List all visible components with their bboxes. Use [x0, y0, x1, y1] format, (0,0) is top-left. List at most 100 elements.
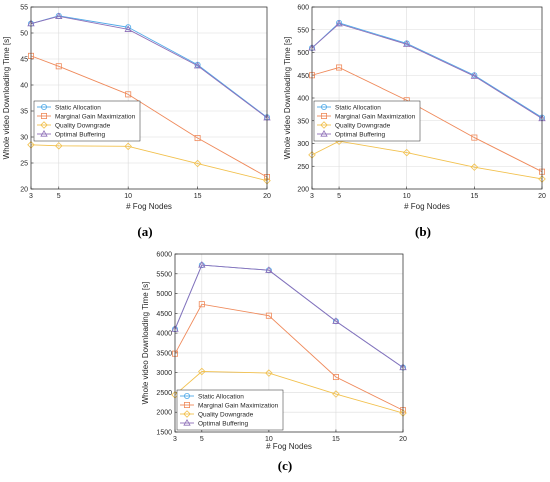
legend-marker	[320, 129, 328, 137]
y-tick-label: 50	[20, 31, 28, 38]
x-tick-label: 20	[263, 193, 271, 200]
data-point	[471, 134, 478, 141]
y-tick-label: 400	[297, 96, 309, 103]
x-tick-label: 3	[29, 193, 33, 200]
series-line-3	[311, 140, 543, 180]
legend-marker	[41, 113, 48, 120]
data-point	[198, 261, 206, 268]
legend-marker	[183, 392, 190, 399]
y-tick-label: 5500	[156, 271, 172, 278]
y-tick-label: 200	[297, 187, 309, 194]
panel-label: (c)	[278, 458, 292, 473]
x-tick-label: 15	[194, 193, 202, 200]
plot-frame	[311, 6, 543, 190]
legend-marker	[183, 401, 190, 408]
legend-entry: Marginal Gain Maximization	[335, 113, 416, 120]
plot-area	[31, 7, 267, 189]
legend-marker	[40, 129, 48, 137]
data-point	[124, 142, 132, 151]
y-tick-label: 2500	[156, 390, 172, 397]
x-axis-label: # Fog Nodes	[266, 442, 312, 451]
y-tick-label: 450	[297, 73, 309, 80]
legend-entry: Marginal Gain Maximization	[55, 113, 136, 120]
legend-marker	[183, 418, 191, 426]
x-tick-label: 20	[399, 436, 407, 443]
data-point	[193, 159, 202, 168]
data-point	[198, 367, 206, 376]
y-tick-label: 2000	[156, 410, 172, 417]
series-line-4	[174, 264, 404, 368]
y-tick-label: 55	[20, 5, 28, 12]
y-axis-label: Whole video Downloading Time [s]	[2, 37, 11, 160]
y-tick-label: 35	[20, 109, 28, 116]
series-line-4	[311, 23, 543, 119]
data-point	[265, 266, 273, 273]
y-tick-label: 4500	[156, 311, 172, 318]
data-point	[332, 374, 339, 381]
data-point	[265, 312, 272, 319]
y-tick-label: 5000	[156, 291, 172, 298]
data-point	[198, 301, 205, 308]
x-tick-label: 15	[470, 193, 478, 200]
x-tick-label: 10	[124, 193, 132, 200]
legend-entry: Optimal Buffering	[198, 420, 248, 427]
panel-label: (a)	[137, 224, 152, 239]
y-axis-label: Whole video Downloading Time [s]	[141, 282, 150, 405]
data-point	[54, 142, 63, 150]
legend-entry: Quality Downgrade	[55, 122, 111, 129]
series-line-1	[311, 22, 543, 118]
legend-entry: Optimal Buffering	[55, 131, 105, 138]
y-tick-label: 20	[20, 187, 28, 194]
x-tick-label: 5	[337, 193, 341, 200]
series-line-2	[311, 67, 543, 173]
data-point	[125, 91, 132, 98]
data-point	[470, 72, 479, 79]
data-point	[332, 317, 340, 324]
data-point	[55, 12, 63, 19]
series-line-4	[30, 15, 268, 119]
legend-marker	[320, 113, 327, 120]
legend-marker	[40, 121, 48, 129]
y-tick-label: 1500	[156, 430, 172, 437]
data-point	[402, 148, 411, 157]
series-line-3	[174, 371, 404, 414]
y-tick-label: 500	[297, 50, 309, 57]
panel-label: (b)	[415, 224, 431, 239]
legend-entry: Static Allocation	[335, 104, 381, 111]
series-line-3	[30, 144, 268, 182]
legend-box	[33, 100, 141, 142]
x-tick-label: 3	[310, 193, 314, 200]
legend-marker	[320, 121, 328, 129]
legend-marker	[41, 104, 48, 111]
data-point	[336, 64, 343, 71]
data-point	[194, 135, 201, 142]
legend-entry: Quality Downgrade	[198, 411, 254, 418]
x-axis-label: # Fog Nodes	[404, 202, 450, 211]
y-tick-label: 25	[20, 161, 28, 168]
data-point	[125, 24, 132, 31]
plot-frame	[30, 6, 268, 190]
data-point	[335, 19, 343, 27]
y-tick-label: 3000	[156, 370, 172, 377]
y-tick-label: 550	[297, 27, 309, 34]
data-point	[403, 40, 411, 47]
y-tick-label: 600	[297, 5, 309, 12]
plot-frame	[174, 253, 404, 433]
data-point	[124, 25, 132, 32]
legend: Static Allocation Marginal Gain Maximizat…	[33, 100, 141, 142]
series-line-2	[30, 55, 268, 178]
y-tick-label: 350	[297, 118, 309, 125]
y-axis-label: Whole video Downloading Time [s]	[283, 37, 292, 160]
legend-entry: Marginal Gain Maximization	[198, 402, 279, 409]
legend: Static Allocation Marginal Gain Maximizat…	[176, 389, 284, 431]
legend: Static Allocation Marginal Gain Maximizat…	[313, 100, 421, 142]
x-tick-label: 10	[403, 193, 411, 200]
legend-marker	[183, 410, 191, 418]
legend-box	[313, 100, 421, 142]
data-point	[332, 390, 340, 398]
x-tick-label: 5	[200, 436, 204, 443]
data-point	[193, 61, 202, 69]
y-tick-label: 3500	[156, 350, 172, 357]
